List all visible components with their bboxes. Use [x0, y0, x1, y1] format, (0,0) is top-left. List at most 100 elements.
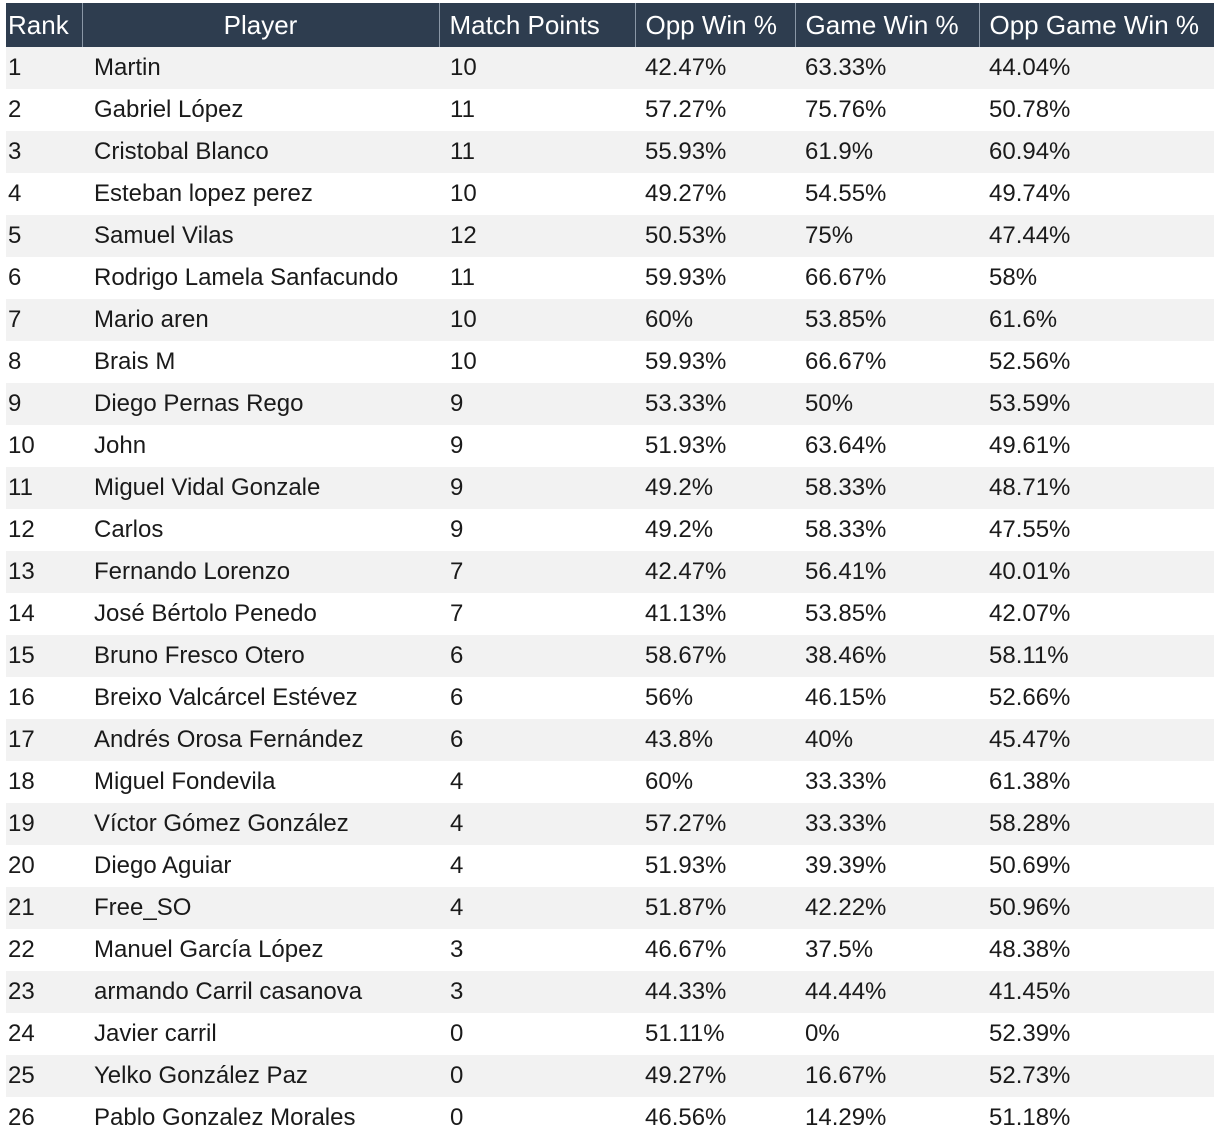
cell-match-points: 6: [439, 677, 635, 719]
cell-opp-win-pct: 51.11%: [635, 1013, 795, 1055]
cell-opp-win-pct: 46.56%: [635, 1097, 795, 1139]
cell-player: Rodrigo Lamela Sanfacundo: [82, 257, 439, 299]
cell-opp-win-pct: 51.87%: [635, 887, 795, 929]
cell-rank: 15: [6, 635, 82, 677]
cell-opp-win-pct: 57.27%: [635, 89, 795, 131]
cell-player: Gabriel López: [82, 89, 439, 131]
cell-opp-game-win-pct: 60.94%: [979, 131, 1214, 173]
cell-opp-game-win-pct: 58.28%: [979, 803, 1214, 845]
cell-opp-game-win-pct: 61.38%: [979, 761, 1214, 803]
cell-match-points: 11: [439, 257, 635, 299]
cell-game-win-pct: 66.67%: [795, 341, 979, 383]
cell-rank: 6: [6, 257, 82, 299]
cell-player: Yelko González Paz: [82, 1055, 439, 1097]
cell-rank: 13: [6, 551, 82, 593]
header-player[interactable]: Player: [82, 3, 440, 47]
cell-game-win-pct: 16.67%: [795, 1055, 979, 1097]
cell-player: Andrés Orosa Fernández: [82, 719, 439, 761]
cell-player: José Bértolo Penedo: [82, 593, 439, 635]
cell-opp-game-win-pct: 48.38%: [979, 929, 1214, 971]
cell-game-win-pct: 37.5%: [795, 929, 979, 971]
cell-game-win-pct: 54.55%: [795, 173, 979, 215]
cell-opp-win-pct: 56%: [635, 677, 795, 719]
cell-game-win-pct: 75.76%: [795, 89, 979, 131]
table-row: 14 José Bértolo Penedo 7 41.13% 53.85% 42.07%: [6, 593, 1214, 635]
table-row: 3 Cristobal Blanco 11 55.93% 61.9% 60.94%: [6, 131, 1214, 173]
cell-player: Martin: [82, 47, 439, 89]
cell-game-win-pct: 75%: [795, 215, 979, 257]
cell-player: Pablo Gonzalez Morales: [82, 1097, 439, 1139]
cell-opp-game-win-pct: 45.47%: [979, 719, 1214, 761]
cell-match-points: 4: [439, 887, 635, 929]
cell-player: Javier carril: [82, 1013, 439, 1055]
cell-opp-game-win-pct: 50.69%: [979, 845, 1214, 887]
cell-player: Carlos: [82, 509, 439, 551]
cell-match-points: 11: [439, 89, 635, 131]
cell-rank: 11: [6, 467, 82, 509]
cell-game-win-pct: 56.41%: [795, 551, 979, 593]
cell-rank: 2: [6, 89, 82, 131]
header-match-points[interactable]: Match Points: [439, 3, 636, 47]
cell-match-points: 0: [439, 1055, 635, 1097]
cell-rank: 17: [6, 719, 82, 761]
table-row: 8 Brais M 10 59.93% 66.67% 52.56%: [6, 341, 1214, 383]
table-body: 1 Martin 10 42.47% 63.33% 44.04% 2 Gabriel Lópe…: [6, 47, 1214, 1139]
cell-opp-game-win-pct: 49.61%: [979, 425, 1214, 467]
header-rank[interactable]: Rank: [6, 3, 83, 47]
cell-rank: 9: [6, 383, 82, 425]
cell-opp-win-pct: 51.93%: [635, 425, 795, 467]
cell-player: Diego Aguiar: [82, 845, 439, 887]
cell-rank: 20: [6, 845, 82, 887]
cell-rank: 16: [6, 677, 82, 719]
cell-opp-game-win-pct: 58.11%: [979, 635, 1214, 677]
table-row: 18 Miguel Fondevila 4 60% 33.33% 61.38%: [6, 761, 1214, 803]
cell-rank: 12: [6, 509, 82, 551]
cell-opp-win-pct: 44.33%: [635, 971, 795, 1013]
cell-opp-game-win-pct: 47.44%: [979, 215, 1214, 257]
cell-player: Manuel García López: [82, 929, 439, 971]
header-opp-game-win-pct[interactable]: Opp Game Win %: [979, 3, 1214, 47]
cell-game-win-pct: 38.46%: [795, 635, 979, 677]
cell-game-win-pct: 63.33%: [795, 47, 979, 89]
cell-opp-game-win-pct: 49.74%: [979, 173, 1214, 215]
header-game-win-pct[interactable]: Game Win %: [795, 3, 980, 47]
cell-rank: 18: [6, 761, 82, 803]
cell-player: armando Carril casanova: [82, 971, 439, 1013]
cell-rank: 1: [6, 47, 82, 89]
cell-opp-game-win-pct: 40.01%: [979, 551, 1214, 593]
cell-rank: 25: [6, 1055, 82, 1097]
cell-opp-win-pct: 60%: [635, 299, 795, 341]
cell-game-win-pct: 40%: [795, 719, 979, 761]
table-row: 17 Andrés Orosa Fernández 6 43.8% 40% 45.47%: [6, 719, 1214, 761]
table-row: 6 Rodrigo Lamela Sanfacundo 11 59.93% 66.67%…: [6, 257, 1214, 299]
cell-opp-win-pct: 60%: [635, 761, 795, 803]
cell-match-points: 10: [439, 299, 635, 341]
cell-player: Breixo Valcárcel Estévez: [82, 677, 439, 719]
cell-game-win-pct: 58.33%: [795, 509, 979, 551]
cell-match-points: 9: [439, 509, 635, 551]
table-row: 23 armando Carril casanova 3 44.33% 44.44% 41…: [6, 971, 1214, 1013]
cell-opp-win-pct: 41.13%: [635, 593, 795, 635]
cell-opp-game-win-pct: 50.96%: [979, 887, 1214, 929]
cell-opp-win-pct: 49.27%: [635, 1055, 795, 1097]
cell-match-points: 6: [439, 719, 635, 761]
cell-game-win-pct: 39.39%: [795, 845, 979, 887]
cell-player: Free_SO: [82, 887, 439, 929]
cell-opp-win-pct: 58.67%: [635, 635, 795, 677]
table-row: 21 Free_SO 4 51.87% 42.22% 50.96%: [6, 887, 1214, 929]
cell-game-win-pct: 33.33%: [795, 803, 979, 845]
cell-player: Miguel Vidal Gonzale: [82, 467, 439, 509]
cell-game-win-pct: 33.33%: [795, 761, 979, 803]
cell-game-win-pct: 63.64%: [795, 425, 979, 467]
cell-opp-win-pct: 43.8%: [635, 719, 795, 761]
header-opp-win-pct[interactable]: Opp Win %: [635, 3, 796, 47]
cell-game-win-pct: 50%: [795, 383, 979, 425]
cell-rank: 22: [6, 929, 82, 971]
cell-opp-game-win-pct: 47.55%: [979, 509, 1214, 551]
cell-match-points: 3: [439, 929, 635, 971]
cell-player: Miguel Fondevila: [82, 761, 439, 803]
cell-game-win-pct: 0%: [795, 1013, 979, 1055]
table-row: 7 Mario aren 10 60% 53.85% 61.6%: [6, 299, 1214, 341]
cell-match-points: 0: [439, 1097, 635, 1139]
cell-player: Brais M: [82, 341, 439, 383]
